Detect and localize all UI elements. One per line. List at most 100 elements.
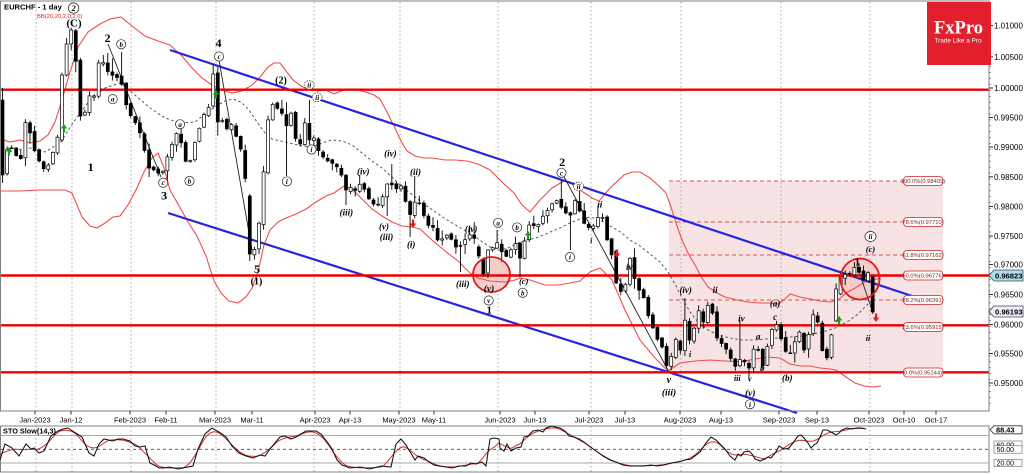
svg-text:STO Slow(14,3): STO Slow(14,3) (3, 427, 57, 436)
svg-text:v: v (487, 297, 491, 305)
svg-text:Trade Like a Pro: Trade Like a Pro (935, 38, 982, 45)
svg-text:(i): (i) (407, 240, 416, 250)
svg-text:Oct-2023: Oct-2023 (854, 415, 885, 424)
svg-text:0.97500: 0.97500 (994, 232, 1023, 241)
svg-text:i: i (569, 254, 571, 262)
svg-text:2: 2 (105, 31, 111, 45)
svg-text:v: v (748, 375, 752, 384)
svg-text:ii: ii (577, 183, 581, 191)
svg-text:(iv): (iv) (679, 285, 692, 295)
svg-text:b: b (119, 41, 123, 49)
svg-text:78.6%(0.97710): 78.6%(0.97710) (902, 220, 943, 226)
svg-text:Apr-2023: Apr-2023 (300, 415, 331, 424)
svg-text:Jan-2023: Jan-2023 (19, 415, 50, 424)
svg-text:3: 3 (161, 189, 167, 203)
svg-text:ii: ii (315, 94, 319, 102)
svg-text:Jan-12: Jan-12 (60, 415, 83, 424)
svg-text:1: 1 (855, 257, 861, 269)
svg-text:c: c (560, 169, 563, 177)
svg-text:(2): (2) (275, 76, 287, 87)
svg-text:(1): (1) (251, 277, 263, 288)
svg-text:1.00500: 1.00500 (994, 53, 1023, 62)
svg-text:iv: iv (738, 314, 746, 324)
svg-text:61.8%(0.97162): 61.8%(0.97162) (902, 253, 943, 259)
svg-text:Feb-2023: Feb-2023 (114, 415, 146, 424)
svg-text:a: a (111, 96, 115, 104)
svg-text:(iii): (iii) (340, 208, 354, 218)
svg-text:(v): (v) (745, 388, 756, 399)
svg-text:b: b (760, 363, 765, 373)
svg-text:Jun-2023: Jun-2023 (484, 415, 515, 424)
svg-text:0.0%(0.95144): 0.0%(0.95144) (904, 371, 942, 377)
svg-text:c: c (773, 312, 777, 322)
svg-text:0.96500: 0.96500 (994, 291, 1023, 300)
svg-text:(c): (c) (519, 276, 529, 286)
svg-text:88.43: 88.43 (996, 426, 1015, 435)
svg-text:2: 2 (559, 155, 565, 169)
svg-text:May-11: May-11 (422, 415, 446, 424)
svg-text:b: b (515, 224, 519, 232)
svg-text:iii: iii (734, 374, 741, 383)
svg-text:Sep-13: Sep-13 (805, 415, 829, 424)
svg-text:ii: ii (869, 233, 873, 241)
svg-text:Oct-17: Oct-17 (925, 415, 948, 424)
svg-text:2: 2 (71, 4, 76, 13)
svg-text:a: a (496, 219, 500, 227)
svg-text:i: i (749, 401, 751, 409)
svg-text:iv: iv (626, 262, 634, 272)
svg-text:a: a (178, 121, 182, 129)
svg-text:b: b (521, 289, 525, 297)
svg-text:0.96193: 0.96193 (995, 307, 1022, 316)
svg-text:c: c (162, 179, 165, 187)
svg-text:Jun-13: Jun-13 (524, 415, 547, 424)
svg-text:c: c (217, 53, 220, 61)
svg-text:0.95500: 0.95500 (994, 350, 1023, 359)
svg-text:5: 5 (254, 262, 260, 276)
svg-text:(a): (a) (770, 299, 781, 309)
svg-text:b: b (188, 178, 192, 186)
svg-text:i: i (689, 350, 692, 359)
svg-text:Aug-2023: Aug-2023 (664, 415, 697, 424)
svg-text:Jul-13: Jul-13 (615, 415, 635, 424)
svg-text:23.6%(0.95915): 23.6%(0.95915) (902, 325, 943, 331)
svg-text:(iii): (iii) (456, 279, 470, 289)
svg-text:(iv): (iv) (465, 224, 478, 234)
svg-text:0.96000: 0.96000 (994, 321, 1023, 330)
svg-text:(c): (c) (866, 244, 876, 254)
svg-text:0.95000: 0.95000 (994, 379, 1023, 388)
svg-text:(v): (v) (484, 284, 495, 295)
svg-text:v: v (667, 375, 672, 386)
svg-text:EURCHF - 1 day: EURCHF - 1 day (4, 3, 63, 12)
svg-text:4: 4 (216, 36, 222, 50)
svg-text:a: a (756, 332, 761, 342)
svg-text:100.0%(0.98409): 100.0%(0.98409) (901, 179, 946, 185)
svg-text:Apr-13: Apr-13 (339, 415, 362, 424)
svg-text:ii: ii (866, 334, 871, 343)
svg-text:1: 1 (487, 305, 493, 317)
svg-text:0.97000: 0.97000 (994, 261, 1023, 270)
svg-text:Mar-11: Mar-11 (240, 415, 263, 424)
svg-text:Aug-13: Aug-13 (709, 415, 733, 424)
svg-text:0.99000: 0.99000 (994, 143, 1023, 152)
svg-text:Jul-2023: Jul-2023 (575, 415, 604, 424)
svg-text:(ii): (ii) (410, 167, 421, 177)
svg-text:(C): (C) (66, 18, 82, 30)
svg-text:38.2%(0.96391): 38.2%(0.96391) (902, 298, 943, 304)
svg-text:FxPro: FxPro (934, 19, 983, 39)
svg-text:May-2023: May-2023 (382, 415, 415, 424)
svg-text:(b): (b) (782, 373, 793, 383)
svg-text:20.00: 20.00 (997, 461, 1015, 468)
svg-text:(iv): (iv) (357, 167, 370, 177)
svg-text:BB(20,20,2.0,2.0): BB(20,20,2.0,2.0) (37, 14, 83, 20)
svg-text:(v): (v) (379, 222, 389, 232)
svg-text:50.0%(0.96776): 50.0%(0.96776) (902, 274, 943, 280)
svg-text:ii: ii (713, 285, 719, 295)
svg-text:0.99500: 0.99500 (994, 114, 1023, 123)
svg-text:Sep-2023: Sep-2023 (763, 415, 796, 424)
svg-text:Mar-2023: Mar-2023 (199, 415, 231, 424)
svg-text:1.01000: 1.01000 (994, 22, 1023, 31)
svg-text:Feb-11: Feb-11 (154, 415, 177, 424)
svg-text:0.96823: 0.96823 (995, 271, 1022, 280)
svg-text:(iii): (iii) (662, 388, 676, 399)
svg-text:i: i (311, 146, 313, 154)
